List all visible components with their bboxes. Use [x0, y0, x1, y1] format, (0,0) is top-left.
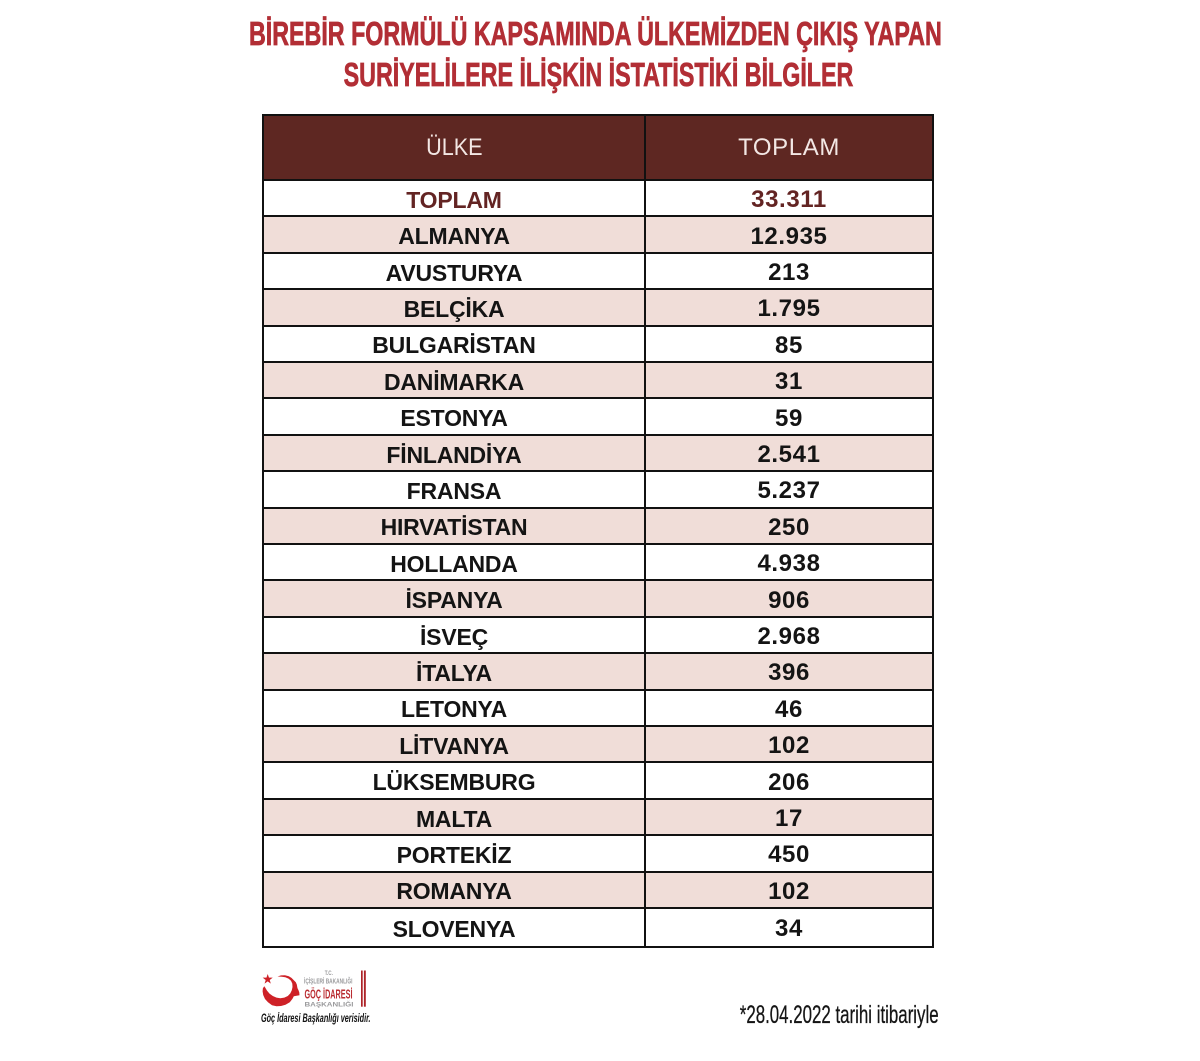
svg-text:T.C.: T.C. — [325, 970, 333, 977]
svg-text:BAŞKANLIĞI: BAŞKANLIĞI — [305, 1000, 354, 1009]
svg-text:İÇİŞLERİ BAKANLIĞI: İÇİŞLERİ BAKANLIĞI — [304, 977, 353, 986]
svg-text:GÖÇ İDARESİ: GÖÇ İDARESİ — [305, 986, 353, 1001]
